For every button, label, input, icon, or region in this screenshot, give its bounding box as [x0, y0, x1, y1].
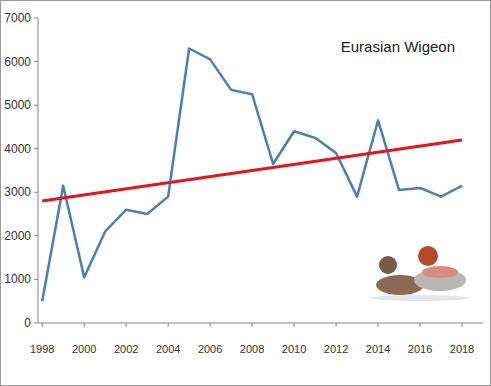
- x-tick-label: 2000: [72, 343, 96, 355]
- y-tick: [34, 18, 38, 19]
- y-tick: [34, 105, 38, 106]
- y-tick: [34, 235, 38, 236]
- y-tick-label: 7000: [4, 11, 31, 25]
- x-tick-label: 2006: [198, 343, 222, 355]
- x-tick-label: 1998: [30, 343, 54, 355]
- y-tick: [34, 323, 38, 324]
- x-tick-label: 2010: [282, 343, 306, 355]
- title: Eurasian Wigeon: [341, 38, 455, 55]
- x-tick: [210, 323, 211, 327]
- x-tick: [294, 323, 295, 327]
- x-tick: [420, 323, 421, 327]
- x-tick-label: 2016: [408, 343, 432, 355]
- x-tick: [42, 323, 43, 327]
- outer-frame: [1, 1, 491, 386]
- y-tick: [34, 148, 38, 149]
- x-tick-label: 2008: [240, 343, 264, 355]
- y-tick-label: 6000: [4, 55, 31, 69]
- y-tick-label: 1000: [4, 272, 31, 286]
- y-tick-label: 3000: [4, 185, 31, 199]
- icon-bg: [362, 230, 483, 302]
- duck-head: [379, 256, 397, 274]
- y-tick-label: 4000: [4, 142, 31, 156]
- x-tick: [252, 323, 253, 327]
- duck-icon: [362, 230, 483, 302]
- x-tick: [84, 323, 85, 327]
- x-tick: [378, 323, 379, 327]
- x-tick-label: 2012: [324, 343, 348, 355]
- y-tick: [34, 192, 38, 193]
- y-tick: [34, 279, 38, 280]
- duck-breast: [422, 266, 458, 278]
- trend-line: [42, 140, 462, 201]
- y-tick-label: 2000: [4, 229, 31, 243]
- x-axis: [38, 323, 483, 324]
- x-tick: [126, 323, 127, 327]
- x-tick: [168, 323, 169, 327]
- x-tick-label: 2004: [156, 343, 180, 355]
- duck-head: [418, 246, 438, 266]
- x-tick-label: 2014: [366, 343, 390, 355]
- x-tick-label: 2018: [450, 343, 474, 355]
- y-tick: [34, 61, 38, 62]
- y-tick-label: 0: [24, 316, 31, 330]
- x-tick-label: 2002: [114, 343, 138, 355]
- x-tick: [462, 323, 463, 327]
- x-tick: [336, 323, 337, 327]
- y-axis: [38, 18, 39, 323]
- y-tick-label: 5000: [4, 98, 31, 112]
- water: [370, 295, 470, 301]
